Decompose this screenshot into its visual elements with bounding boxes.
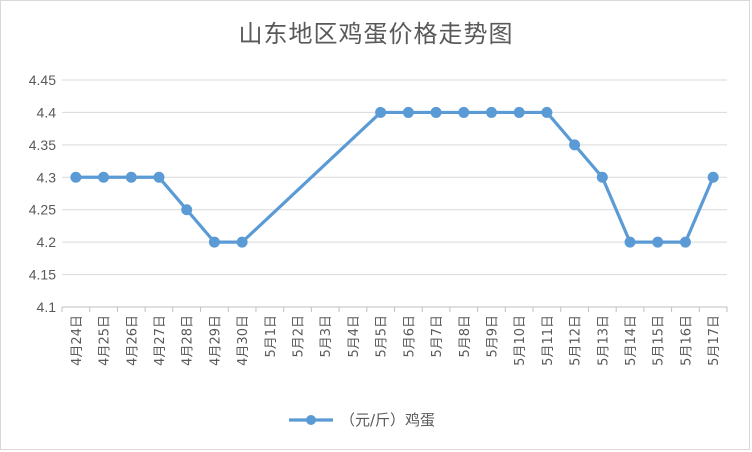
series-line — [74, 110, 715, 244]
data-point — [402, 106, 414, 118]
x-tick-label: 4月28日 — [181, 315, 196, 366]
x-tick-label: 5月17日 — [707, 315, 722, 366]
x-tick-label: 4月30日 — [236, 315, 251, 366]
data-point — [624, 236, 636, 248]
data-point — [98, 171, 110, 183]
data-point — [125, 171, 137, 183]
x-tick-label: 5月14日 — [624, 315, 639, 366]
x-tick-label: 5月11日 — [541, 315, 556, 366]
data-point — [541, 106, 553, 118]
data-point — [70, 171, 82, 183]
x-tick-label: 4月27日 — [153, 315, 168, 366]
y-tick-label: 4.3 — [37, 169, 57, 185]
y-tick-label: 4.15 — [29, 267, 56, 283]
data-point — [153, 171, 165, 183]
data-point — [513, 106, 525, 118]
x-tick-label: 5月10日 — [513, 315, 528, 366]
y-tick-label: 4.35 — [29, 137, 56, 153]
x-tick-label: 5月15日 — [652, 315, 667, 366]
x-tick-label: 5月9日 — [485, 315, 500, 358]
data-point — [569, 139, 581, 151]
y-tick-label: 4.4 — [37, 104, 57, 120]
data-point — [375, 106, 387, 118]
legend: （元/斤）鸡蛋 — [289, 411, 435, 429]
y-tick-label: 4.45 — [29, 72, 56, 88]
data-point — [596, 171, 608, 183]
data-point — [652, 236, 664, 248]
x-tick-label: 4月29日 — [208, 315, 223, 366]
data-point — [236, 236, 248, 248]
x-tick-label: 5月13日 — [596, 315, 611, 366]
x-axis — [61, 306, 728, 312]
chart-title: 山东地区鸡蛋价格走势图 — [238, 20, 514, 48]
y-axis-ticks: 4.1 4.15 4.2 4.25 4.3 4.35 4.4 4.45 — [29, 72, 56, 315]
data-point — [707, 171, 719, 183]
x-tick-label: 5月16日 — [679, 315, 694, 366]
grid-lines — [62, 79, 727, 308]
legend-label: （元/斤）鸡蛋 — [340, 411, 435, 429]
series-layer — [70, 106, 719, 248]
x-axis-ticks: 4月24日 4月25日 4月26日 4月27日 4月28日 4月29日 4月30日 5月1日 5… — [70, 315, 722, 366]
data-point — [458, 106, 470, 118]
legend-marker — [306, 415, 316, 425]
x-tick-label: 5月12日 — [569, 315, 584, 366]
x-tick-label: 4月25日 — [98, 315, 113, 366]
x-tick-label: 5月2日 — [292, 315, 307, 358]
x-tick-label: 5月4日 — [347, 315, 362, 358]
x-tick-label: 5月3日 — [319, 315, 334, 358]
x-tick-label: 4月24日 — [70, 315, 85, 366]
x-tick-label: 5月7日 — [430, 315, 445, 358]
x-tick-label: 5月8日 — [458, 315, 473, 358]
x-tick-label: 5月5日 — [375, 315, 390, 358]
y-tick-label: 4.25 — [29, 202, 56, 218]
x-tick-label: 5月6日 — [402, 315, 417, 358]
x-tick-label: 4月26日 — [125, 315, 140, 366]
data-point — [208, 236, 220, 248]
y-tick-label: 4.1 — [37, 299, 57, 315]
y-tick-label: 4.2 — [37, 234, 57, 250]
data-point — [430, 106, 442, 118]
data-point — [485, 106, 497, 118]
data-point — [679, 236, 691, 248]
x-tick-label: 5月1日 — [264, 315, 279, 358]
data-point — [181, 204, 193, 216]
